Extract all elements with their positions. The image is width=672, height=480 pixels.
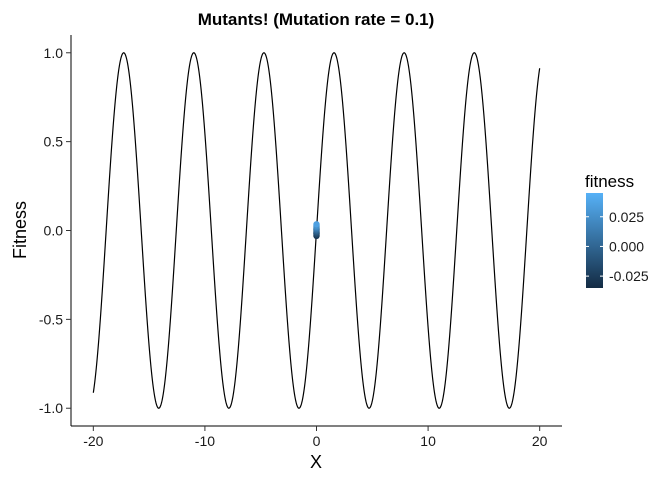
- legend-tick-label: 0.000: [609, 238, 644, 254]
- y-tick-label: 0.0: [44, 223, 64, 239]
- chart-title: Mutants! (Mutation rate = 0.1): [198, 10, 435, 29]
- legend-colorbar: [586, 193, 603, 288]
- x-axis-title: X: [310, 452, 322, 472]
- plot-area: [92, 52, 541, 409]
- y-tick-label: -0.5: [39, 311, 63, 327]
- data-point: [313, 221, 320, 228]
- legend-title: fitness: [585, 172, 634, 191]
- y-tick-label: -1.0: [39, 400, 63, 416]
- legend: fitness 0.025 0.000 -0.025: [585, 172, 649, 288]
- legend-ticks: 0.025 0.000 -0.025: [586, 209, 649, 284]
- axes: -20 -10 0 10 20 -1.0 -0.5 0.0 0.5 1.0: [39, 35, 562, 449]
- legend-tick-label: -0.025: [609, 268, 649, 284]
- x-tick-label: -20: [83, 433, 103, 449]
- y-tick-label: 0.5: [44, 134, 64, 150]
- legend-tick-label: 0.025: [609, 209, 644, 225]
- x-tick-label: 0: [313, 433, 321, 449]
- y-axis-title: Fitness: [10, 201, 30, 259]
- x-tick-label: 10: [420, 433, 436, 449]
- y-tick-label: 1.0: [44, 45, 64, 61]
- x-tick-label: -10: [195, 433, 215, 449]
- x-tick-label: 20: [532, 433, 548, 449]
